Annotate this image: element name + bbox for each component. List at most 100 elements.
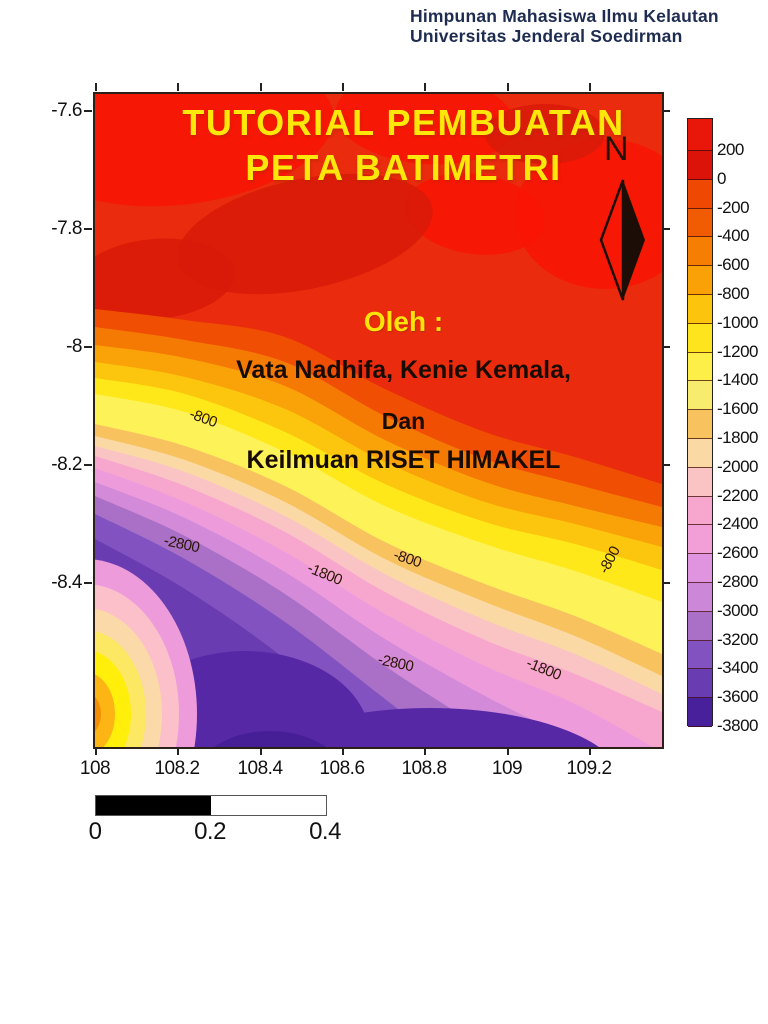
colorbar-level-label: -3600 <box>717 687 758 707</box>
axis-tick <box>662 582 670 584</box>
contour-value-label: -1800 <box>523 654 564 684</box>
axis-tick <box>177 747 179 755</box>
colorbar-level-label: -2200 <box>717 485 758 505</box>
oleh-label: Oleh : <box>363 306 444 337</box>
colorbar-segment <box>688 266 712 295</box>
colorbar-level-label: -2000 <box>717 456 758 476</box>
axis-tick <box>84 346 92 348</box>
colorbar-level-label: -3200 <box>717 629 758 649</box>
colorbar-segment <box>688 554 712 583</box>
colorbar-segment <box>688 410 712 439</box>
axis-tick <box>95 83 97 91</box>
axis-tick <box>260 83 262 91</box>
contour-value-label: -800 <box>391 546 424 572</box>
keilmuan-line: Keilmuan RISET HIMAKEL <box>246 446 561 474</box>
header-line2: Universitas Jenderal Soedirman <box>410 26 683 46</box>
colorbar-level-label: -3800 <box>717 716 758 735</box>
hotspot-ring <box>95 696 101 732</box>
axis-tick <box>589 83 591 91</box>
scale-bar-segment <box>211 796 326 815</box>
axis-tick <box>84 582 92 584</box>
contour-value-label: -800 <box>595 543 624 577</box>
red-texture-blob <box>177 173 433 295</box>
axis-tick <box>260 747 262 755</box>
scale-bar-label: 0 <box>88 818 102 845</box>
authors-line: Vata Nadhifa, Kenie Kemala, <box>236 356 571 384</box>
colorbar-segment <box>688 582 712 612</box>
x-axis-label: 108.2 <box>154 758 200 779</box>
axis-tick <box>589 747 591 755</box>
map-title: TUTORIAL PEMBUATAN PETA BATIMETRI <box>95 100 662 190</box>
axis-tick <box>84 110 92 112</box>
colorbar-segment <box>688 151 712 180</box>
colorbar-level-label: 0 <box>717 168 726 188</box>
colorbar-segment <box>688 525 712 555</box>
colorbar-segment <box>688 381 712 411</box>
scale-bar-segment <box>96 796 211 815</box>
axis-tick <box>507 83 509 91</box>
dan-line: Dan <box>381 408 426 434</box>
colorbar-segment <box>688 294 712 324</box>
colorbar-level-label: -200 <box>717 197 750 217</box>
colorbar-level-label: -2800 <box>717 572 758 591</box>
colorbar-level-label: -2600 <box>717 543 758 563</box>
colorbar-level-label: -800 <box>717 284 750 303</box>
axis-tick <box>662 464 670 466</box>
y-axis-label: -8 <box>66 336 82 357</box>
header-institution: Himpunan Mahasiswa Ilmu Kelautan Univers… <box>410 6 719 46</box>
contour-value-label: -2800 <box>162 532 201 557</box>
north-label: N <box>604 130 629 168</box>
colorbar-level-label: -400 <box>717 226 750 246</box>
red-texture-blob <box>485 104 605 164</box>
colorbar-segment <box>688 237 712 267</box>
colorbar-level-label: -1000 <box>717 312 758 332</box>
colorbar-level-label: 200 <box>717 140 744 159</box>
bathymetry-map: TUTORIAL PEMBUATAN PETA BATIMETRI Oleh :… <box>93 92 664 749</box>
axis-tick <box>662 346 670 348</box>
colorbar-segment <box>688 669 712 699</box>
colorbar-segment <box>688 698 712 727</box>
colorbar-segment <box>688 611 712 641</box>
axis-tick <box>342 83 344 91</box>
contour-value-label: -1800 <box>304 559 345 589</box>
colorbar-segment <box>688 496 712 526</box>
colorbar-level-label: -1800 <box>717 428 758 447</box>
x-axis-label: 108.8 <box>401 758 447 779</box>
colorbar-level-label: -1600 <box>717 399 758 419</box>
scale-bar-label: 0.4 <box>309 818 341 845</box>
axis-tick <box>84 464 92 466</box>
deep-blob <box>214 731 326 747</box>
north-diamond-icon <box>599 179 645 301</box>
red-texture-blob <box>95 238 235 320</box>
axis-tick <box>342 747 344 755</box>
colorbar-segment <box>688 179 712 209</box>
scale-bar-label: 0.2 <box>194 818 226 845</box>
y-axis-label: -8.4 <box>51 572 82 593</box>
title-line2: PETA BATIMETRI <box>245 147 562 188</box>
colorbar-level-label: -600 <box>717 255 750 275</box>
colorbar-segment <box>688 208 712 238</box>
colorbar-level-label: -3400 <box>717 658 758 678</box>
colorbar-segment <box>688 323 712 353</box>
axis-tick <box>84 228 92 230</box>
colorbar-segment <box>688 438 712 468</box>
axis-tick <box>424 747 426 755</box>
red-texture-blob <box>405 173 545 255</box>
x-axis-label: 108.4 <box>237 758 283 779</box>
x-axis-label: 108 <box>79 758 111 779</box>
colorbar-level-label: -1200 <box>717 341 758 361</box>
hotspot-ring <box>95 674 115 747</box>
x-axis-label: 109.2 <box>566 758 612 779</box>
x-axis-label: 108.6 <box>319 758 365 779</box>
colorbar-segment <box>688 119 712 151</box>
colorbar <box>687 118 713 727</box>
y-axis-label: -7.8 <box>51 218 82 239</box>
axis-tick <box>507 747 509 755</box>
scale-bar <box>95 795 327 816</box>
deep-blob <box>261 708 599 747</box>
contour-field <box>95 94 662 747</box>
colorbar-segment <box>688 640 712 670</box>
x-axis-label: 109 <box>491 758 523 779</box>
axis-tick <box>662 110 670 112</box>
